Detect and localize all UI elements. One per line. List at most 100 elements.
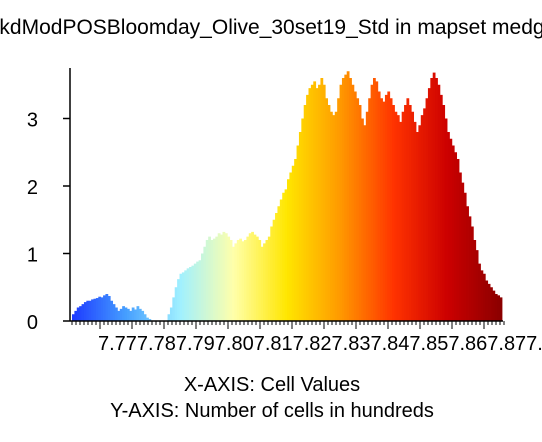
histogram-bar <box>439 94 443 322</box>
histogram-bar <box>232 246 235 321</box>
chart-title: MskdModPOSBloomday_Olive_30set19_Std in … <box>0 16 542 39</box>
histogram-bar <box>301 118 305 321</box>
histogram-bar <box>244 240 247 321</box>
histogram-bar <box>291 165 295 321</box>
histogram-bar <box>193 263 197 322</box>
histogram-bar <box>396 115 400 322</box>
histogram-bar <box>143 314 147 321</box>
histogram-bar <box>389 98 393 321</box>
histogram-bar <box>289 172 293 321</box>
histogram-bar <box>392 105 395 321</box>
histogram-bar <box>404 105 407 321</box>
bar-group <box>72 71 503 322</box>
histogram-bar <box>146 317 149 322</box>
histogram-bar <box>444 118 448 321</box>
histogram-bar <box>253 234 257 321</box>
histogram-bar <box>260 246 264 321</box>
histogram-bar <box>177 279 180 321</box>
histogram-bar <box>387 91 391 321</box>
histogram-bar <box>263 243 266 322</box>
histogram-bar <box>344 74 348 322</box>
histogram-bar <box>282 192 286 321</box>
histogram-bar <box>141 310 145 322</box>
histogram-bar <box>129 310 133 322</box>
histogram-bar <box>174 287 178 321</box>
histogram-bar <box>220 234 223 321</box>
histogram-bar <box>208 236 211 322</box>
histogram-bar <box>241 241 245 321</box>
histogram-bar <box>303 105 307 321</box>
histogram-bar <box>370 84 374 321</box>
histogram-bar <box>239 238 243 321</box>
histogram-bar <box>334 111 338 321</box>
histogram-bar <box>172 297 176 322</box>
y-tick-label: 0 <box>27 312 38 334</box>
histogram-bar <box>279 199 283 321</box>
histogram-bar <box>487 283 491 322</box>
histogram-bar <box>105 294 109 321</box>
histogram-bar <box>115 307 118 321</box>
histogram-bar <box>76 307 80 321</box>
histogram-bar <box>246 236 250 322</box>
histogram-bar <box>251 231 254 321</box>
histogram-bar <box>449 138 453 321</box>
y-tick-label: 2 <box>27 177 38 199</box>
histogram-bar <box>267 236 271 322</box>
histogram-bar <box>365 111 369 321</box>
histogram-bar <box>110 300 114 321</box>
histogram-bar <box>100 297 104 322</box>
histogram-bar <box>320 78 324 321</box>
histogram-bar <box>234 243 238 322</box>
histogram-bar <box>272 219 276 321</box>
histogram-bar <box>248 233 252 321</box>
histogram-bar <box>435 78 438 321</box>
histogram-bar <box>184 270 188 322</box>
histogram-bar <box>103 295 106 321</box>
histogram-bar <box>201 253 204 321</box>
histogram-bar <box>298 132 302 321</box>
histogram-bar <box>181 272 185 321</box>
histogram-bar <box>229 240 233 321</box>
histogram-bar <box>425 98 429 321</box>
histogram-bar <box>191 265 195 321</box>
histogram-bar <box>265 240 269 321</box>
histogram-bar <box>466 206 469 321</box>
histogram-bar <box>423 108 426 322</box>
histogram-bar <box>136 306 140 321</box>
histogram-bar <box>74 310 78 322</box>
histogram-bar <box>270 226 274 321</box>
histogram-bar <box>356 98 360 321</box>
histogram-bar <box>351 84 355 321</box>
histogram-bar <box>456 159 460 321</box>
histogram-bar <box>401 111 405 321</box>
histogram-bar <box>294 159 297 321</box>
histogram-bar <box>255 236 259 322</box>
histogram-bar <box>134 309 137 321</box>
histogram-bar <box>79 306 82 321</box>
histogram-bar <box>411 111 415 321</box>
histogram-bar <box>275 213 278 321</box>
histogram-bar <box>346 71 350 321</box>
histogram-bar <box>308 88 312 322</box>
histogram-bar <box>416 132 419 321</box>
histogram-bar <box>406 98 410 321</box>
histogram-bar <box>107 296 111 321</box>
histogram-bar <box>499 297 503 322</box>
histogram-bar <box>373 78 376 321</box>
histogram-bar <box>91 299 94 321</box>
histogram-bar <box>442 105 446 321</box>
histogram-bar <box>198 260 202 321</box>
histogram-bar <box>480 270 484 322</box>
histogram-bar <box>394 111 398 321</box>
histogram-bar <box>210 240 214 321</box>
histogram-bar <box>327 105 331 321</box>
histogram-bar <box>418 125 422 321</box>
histogram-bar <box>413 121 417 322</box>
histogram-bar <box>124 307 128 321</box>
histogram-bar <box>454 152 458 321</box>
histogram-bar <box>380 98 383 321</box>
histogram-bar <box>325 98 329 321</box>
histogram-bar <box>205 240 209 321</box>
histogram-bar <box>475 250 479 322</box>
